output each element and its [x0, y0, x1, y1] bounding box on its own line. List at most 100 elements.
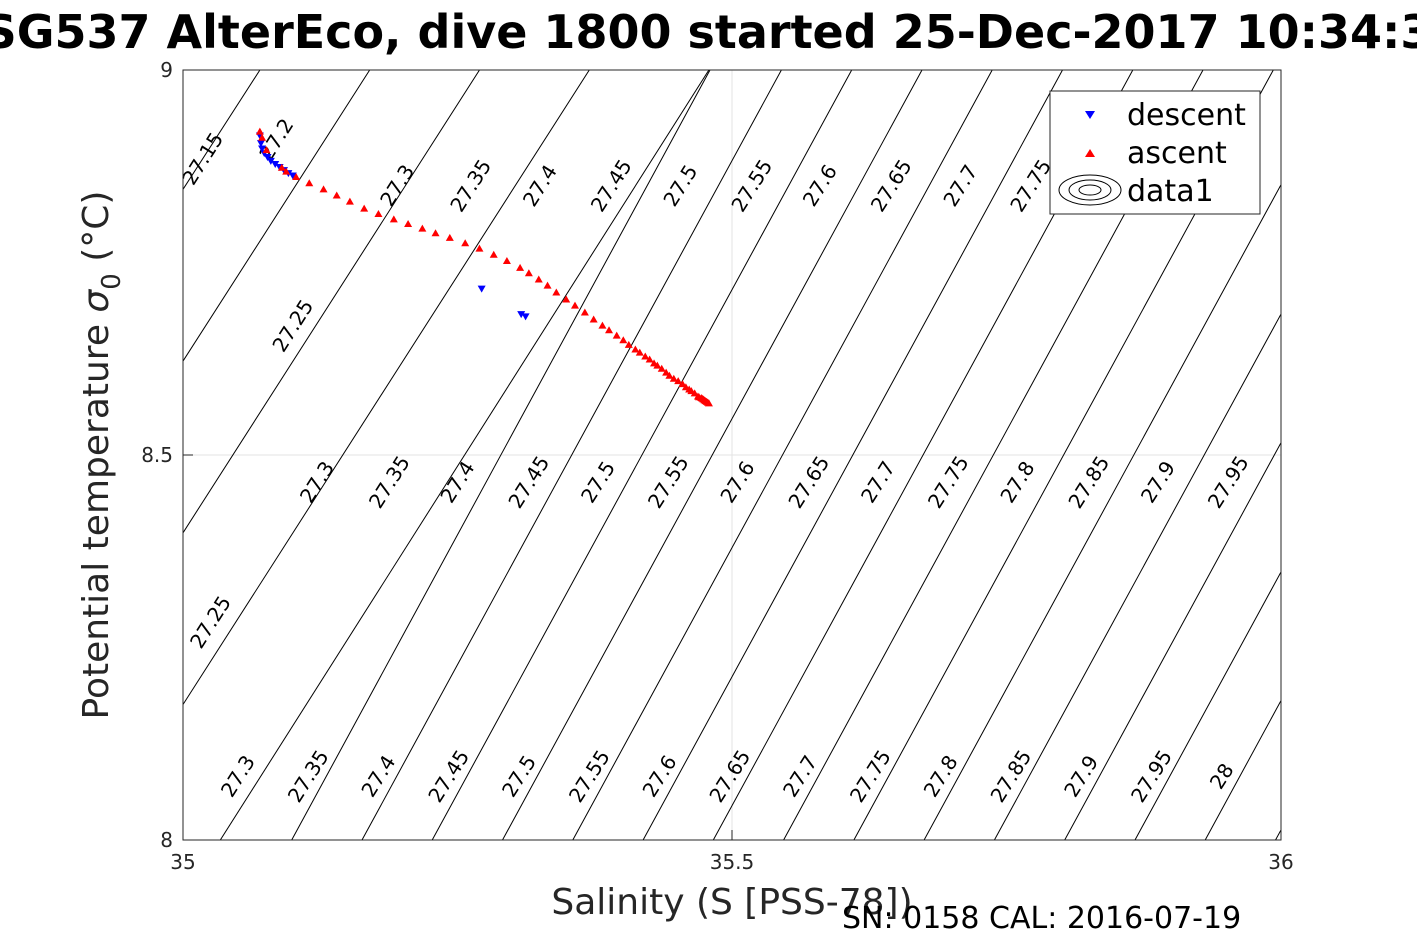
ascent-point	[374, 209, 383, 217]
ascent-point	[475, 244, 484, 252]
x-axis-label: Salinity (S [PSS-78])	[551, 882, 912, 923]
ascent-point	[345, 197, 354, 205]
ascent-point	[319, 185, 328, 193]
contour-line	[572, 70, 993, 840]
ascent-point	[605, 326, 614, 334]
ascent-point	[418, 224, 427, 232]
ascent-point	[502, 256, 511, 264]
chart-title: SG537 AlterEco, dive 1800 started 25-Dec…	[0, 5, 1417, 59]
ascent-point	[635, 348, 644, 356]
contour-line	[1204, 700, 1281, 840]
ascent-point	[262, 146, 271, 154]
ascent-point	[305, 179, 314, 187]
ascent-point	[619, 336, 628, 344]
ascent-point	[292, 173, 301, 181]
ascent-point	[360, 204, 369, 212]
ascent-point	[669, 374, 678, 382]
y-tick-label: 8.5	[141, 443, 173, 467]
contour-line	[183, 70, 480, 534]
descent-point	[477, 285, 486, 293]
y-tick-label: 9	[160, 58, 173, 82]
ascent-point	[674, 377, 683, 385]
contour-line	[219, 70, 710, 840]
contour-line	[642, 70, 1063, 840]
data-series	[255, 127, 713, 407]
contour-line	[361, 70, 782, 840]
ascent-point	[570, 301, 579, 309]
ascent-point	[404, 220, 413, 227]
y-axis-label-subscript: 0	[97, 273, 127, 290]
ascent-point	[255, 127, 264, 135]
ascent-point	[543, 281, 552, 289]
descent-point	[288, 172, 297, 180]
ascent-point	[645, 355, 654, 363]
ascent-point	[431, 229, 440, 237]
ascent-point	[598, 321, 607, 329]
ascent-point	[612, 331, 621, 339]
x-tick-label: 36	[1268, 850, 1293, 874]
ascent-point	[624, 340, 633, 348]
contour-line	[993, 313, 1281, 840]
ascent-point	[589, 315, 598, 323]
contour-line	[923, 184, 1281, 840]
x-tick-label: 35	[170, 850, 195, 874]
y-axis-label-main: Potential temperature	[76, 313, 117, 720]
grid	[183, 70, 1281, 840]
ascent-point	[662, 368, 671, 376]
legend-ascent-label: ascent	[1127, 136, 1227, 171]
ascent-point	[489, 250, 498, 258]
descent-point	[256, 140, 265, 148]
ascent-point	[461, 239, 470, 247]
contour-line	[431, 70, 853, 840]
contour-line	[291, 70, 711, 840]
axis-ticks: 35 35.5 36 8 8.5 9	[141, 58, 1294, 874]
legend-ascent-marker-icon	[1085, 149, 1095, 157]
descent-point	[517, 311, 526, 319]
ascent-point	[657, 364, 666, 372]
descent-point	[271, 160, 280, 168]
contour-line	[502, 70, 923, 840]
ascent-point	[282, 167, 291, 175]
contour-line	[1134, 571, 1281, 840]
ascent-point	[631, 345, 640, 353]
descent-point	[521, 313, 530, 321]
ascent-point	[704, 399, 713, 407]
legend-data1-label: data1	[1127, 174, 1214, 209]
contour-line	[183, 70, 590, 705]
ascent-point	[678, 380, 687, 388]
ascent-point	[524, 269, 533, 277]
contour-line	[183, 70, 371, 362]
ascent-point	[389, 215, 398, 223]
y-axis-label-sigma: σ	[76, 289, 117, 313]
ascent-point	[552, 288, 561, 296]
descent-point	[266, 157, 275, 165]
legend-contour-icon	[1058, 174, 1122, 206]
ascent-point	[534, 275, 543, 283]
ascent-point	[580, 308, 589, 316]
ascent-point	[641, 352, 650, 360]
y-axis-label: Potential temperature σ0 (°C)	[76, 191, 127, 720]
ascent-point	[277, 163, 286, 171]
y-axis-label-unit: (°C)	[76, 191, 117, 274]
contour-line	[1275, 829, 1281, 840]
x-tick-label: 35.5	[710, 850, 755, 874]
ascent-point	[445, 233, 454, 241]
legend-descent-label: descent	[1127, 98, 1246, 133]
ascent-point	[665, 371, 674, 379]
contour-line	[183, 70, 261, 190]
footer-serial-calibration: SN: 0158 CAL: 2016-07-19	[842, 901, 1241, 936]
descent-point	[263, 154, 272, 162]
ascent-point	[562, 295, 571, 303]
ascent-point	[516, 263, 525, 271]
legend-box	[1049, 90, 1261, 215]
legend: descent ascent data1	[1049, 90, 1261, 215]
ascent-point	[332, 191, 341, 199]
contour-line	[1064, 442, 1281, 840]
legend-descent-marker-icon	[1085, 111, 1095, 119]
ascent-point	[258, 133, 267, 141]
ascent-point	[690, 389, 699, 397]
y-tick-label: 8	[160, 828, 173, 852]
ascent-point	[653, 361, 662, 369]
